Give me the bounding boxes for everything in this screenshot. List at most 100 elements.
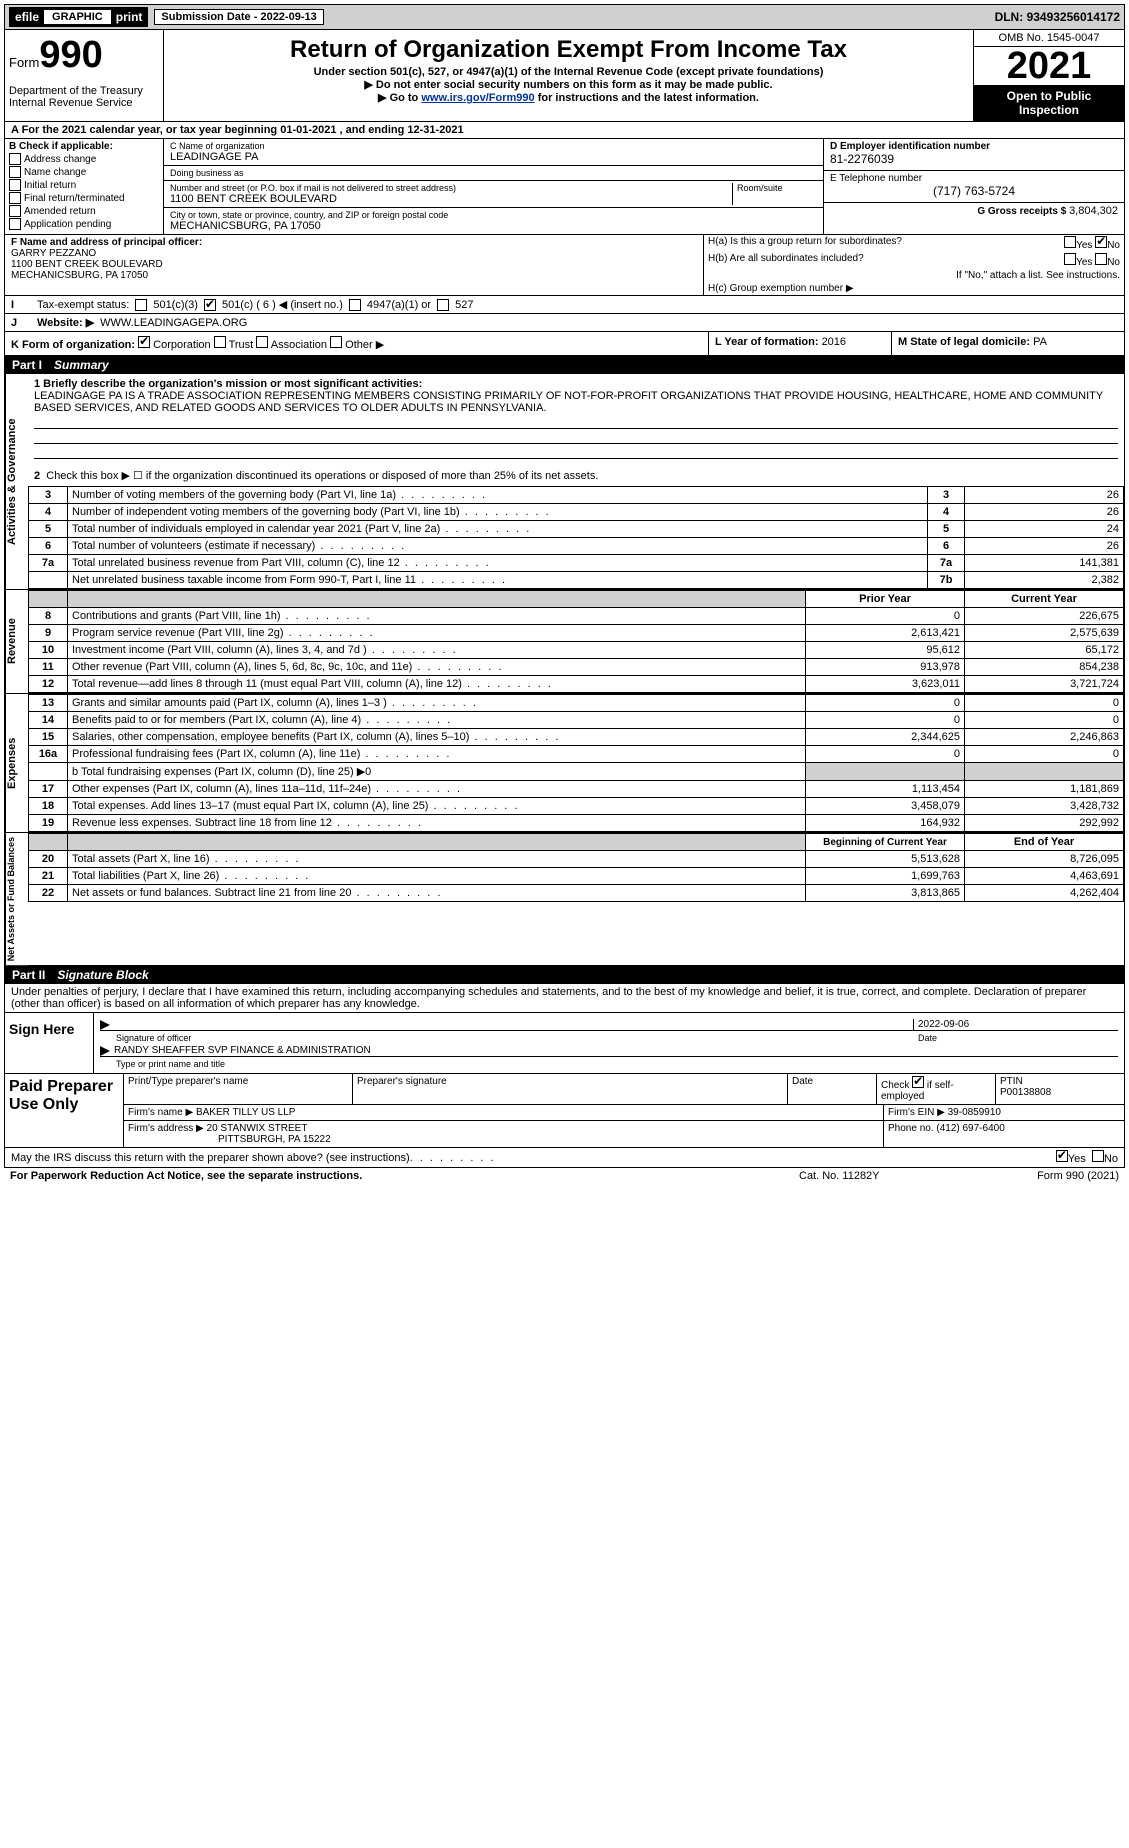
subtitle-2: ▶ Do not enter social security numbers o… [168, 78, 969, 91]
chk-501c[interactable] [204, 299, 216, 311]
dln: DLN: 93493256014172 [995, 10, 1120, 24]
table-header-row: Prior Year Current Year [29, 591, 1124, 608]
header-block: Form990 Department of the Treasury Inter… [4, 30, 1125, 122]
firm-address-row: Firm's address ▶ 20 STANWIX STREET PITTS… [124, 1121, 1124, 1147]
cat-no: Cat. No. 11282Y [799, 1170, 979, 1182]
preparer-header-row: Print/Type preparer's name Preparer's si… [124, 1074, 1124, 1105]
table-row: 16a Professional fundraising fees (Part … [29, 746, 1124, 763]
chk-name-change[interactable]: Name change [9, 166, 159, 178]
checkbox-icon [1056, 1150, 1068, 1162]
chk-trust[interactable] [214, 336, 226, 348]
section-f: F Name and address of principal officer:… [5, 235, 703, 295]
chk-527[interactable] [437, 299, 449, 311]
blank-line [34, 431, 1118, 444]
paid-preparer-block: Paid Preparer Use Only Print/Type prepar… [4, 1074, 1125, 1148]
checkbox-icon [9, 179, 21, 191]
efile-text: efile [15, 10, 39, 24]
table-row: 13 Grants and similar amounts paid (Part… [29, 695, 1124, 712]
checkbox-icon [9, 153, 21, 165]
section-b: B Check if applicable: Address change Na… [5, 139, 164, 234]
discuss-no[interactable]: No [1092, 1150, 1118, 1165]
ptin-cell: PTIN P00138808 [996, 1074, 1124, 1104]
sig-line-1: 2022-09-06 [100, 1019, 1118, 1031]
sign-here-label: Sign Here [5, 1013, 94, 1073]
city-row: City or town, state or province, country… [164, 208, 823, 234]
table-row: 9 Program service revenue (Part VIII, li… [29, 625, 1124, 642]
f-h-block: F Name and address of principal officer:… [4, 235, 1125, 296]
form-number: Form990 [9, 34, 159, 77]
paid-preparer-content: Print/Type preparer's name Preparer's si… [123, 1074, 1124, 1147]
table-row: 8 Contributions and grants (Part VIII, l… [29, 608, 1124, 625]
side-expenses: Expenses [5, 694, 28, 832]
signature-block: Under penalties of perjury, I declare th… [4, 984, 1125, 1074]
side-revenue: Revenue [5, 590, 28, 693]
top-bar: efile GRAPHIC print Submission Date - 20… [4, 4, 1125, 30]
section-d-e-g: D Employer identification number 81-2276… [823, 139, 1124, 234]
h-a-no[interactable]: No [1095, 236, 1120, 251]
checkbox-icon [9, 192, 21, 204]
checkbox-icon [912, 1076, 924, 1088]
table-row: 4 Number of independent voting members o… [29, 504, 1124, 521]
printed-name-label: Type or print name and title [100, 1059, 1118, 1069]
graphic-label: GRAPHIC [43, 9, 112, 25]
dots-leader [410, 1152, 496, 1164]
irs-link[interactable]: www.irs.gov/Form990 [421, 92, 534, 104]
website-row: J Website: ▶ WWW.LEADINGAGEPA.ORG [4, 314, 1125, 332]
section-c: C Name of organization LEADINGAGE PA Doi… [164, 139, 823, 234]
chk-amended[interactable]: Amended return [9, 205, 159, 217]
table-row: Net unrelated business taxable income fr… [29, 572, 1124, 589]
header-left: Form990 Department of the Treasury Inter… [5, 30, 164, 121]
blank-line [34, 446, 1118, 459]
table-row: 5 Total number of individuals employed i… [29, 521, 1124, 538]
chk-initial-return[interactable]: Initial return [9, 179, 159, 191]
header-title: Return of Organization Exempt From Incom… [164, 30, 973, 121]
chk-assoc[interactable] [256, 336, 268, 348]
dba-row: Doing business as [164, 166, 823, 181]
chk-501c3[interactable] [135, 299, 147, 311]
table-row: 12 Total revenue—add lines 8 through 11 … [29, 676, 1124, 693]
expenses-content: 13 Grants and similar amounts paid (Part… [28, 694, 1124, 832]
gross-box: G Gross receipts $ 3,804,302 [824, 203, 1124, 234]
h-b-row: H(b) Are all subordinates included? Yes … [704, 252, 1124, 269]
sign-here-row: Sign Here 2022-09-06 Signature of office… [5, 1012, 1124, 1073]
k-l-m-row: K Form of organization: Corporation Trus… [4, 332, 1125, 356]
submission-date-box: Submission Date - 2022-09-13 [154, 9, 323, 25]
h-c-row: H(c) Group exemption number ▶ [704, 282, 1124, 295]
checkbox-icon [1092, 1150, 1104, 1162]
netassets-table: Beginning of Current Year End of Year 20… [28, 833, 1124, 902]
chk-final-return[interactable]: Final return/terminated [9, 192, 159, 204]
h-b-no[interactable]: No [1095, 253, 1120, 268]
chk-4947[interactable] [349, 299, 361, 311]
period-row: A For the 2021 calendar year, or tax yea… [4, 122, 1125, 139]
street-row: Number and street (or P.O. box if mail i… [164, 181, 823, 208]
chk-other[interactable] [330, 336, 342, 348]
mission-section: 1 Briefly describe the organization's mi… [28, 374, 1124, 465]
open-to-public: Open to Public Inspection [974, 85, 1124, 121]
efile-logo: efile GRAPHIC print [9, 7, 148, 27]
table-row: 17 Other expenses (Part IX, column (A), … [29, 781, 1124, 798]
self-employed-check[interactable]: Check if self-employed [877, 1074, 996, 1104]
pra-notice: For Paperwork Reduction Act Notice, see … [10, 1170, 799, 1182]
discuss-yes[interactable]: Yes [1056, 1150, 1086, 1165]
table-row: 6 Total number of volunteers (estimate i… [29, 538, 1124, 555]
table-row: 11 Other revenue (Part VIII, column (A),… [29, 659, 1124, 676]
revenue-block: Revenue Prior Year Current Year 8 Contri… [4, 590, 1125, 694]
tax-status-row: I Tax-exempt status: 501(c)(3) 501(c) ( … [4, 296, 1125, 314]
h-a-yes[interactable]: Yes [1064, 236, 1092, 251]
table-row: 10 Investment income (Part VIII, column … [29, 642, 1124, 659]
h-b-yes[interactable]: Yes [1064, 253, 1092, 268]
checkbox-icon [9, 218, 21, 230]
revenue-content: Prior Year Current Year 8 Contributions … [28, 590, 1124, 693]
signature-fields: 2022-09-06 Signature of officer Date RAN… [94, 1013, 1124, 1073]
expenses-block: Expenses 13 Grants and similar amounts p… [4, 694, 1125, 833]
table-row: 21 Total liabilities (Part X, line 26) 1… [29, 868, 1124, 885]
chk-app-pending[interactable]: Application pending [9, 218, 159, 230]
governance-content: 1 Briefly describe the organization's mi… [28, 374, 1124, 589]
checkbox-icon [1095, 253, 1107, 265]
form-container: efile GRAPHIC print Submission Date - 20… [0, 0, 1129, 1188]
chk-corp[interactable] [138, 336, 150, 348]
print-label: print [116, 10, 143, 24]
chk-address-change[interactable]: Address change [9, 153, 159, 165]
table-row: 14 Benefits paid to or for members (Part… [29, 712, 1124, 729]
table-header-row: Beginning of Current Year End of Year [29, 834, 1124, 851]
